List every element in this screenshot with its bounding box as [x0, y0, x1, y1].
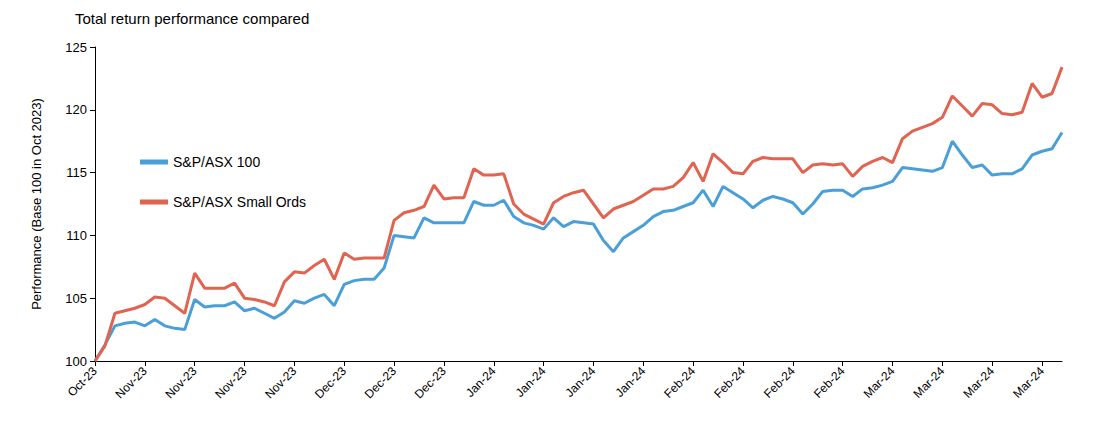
- svg-text:Feb-24: Feb-24: [761, 364, 798, 401]
- svg-text:115: 115: [66, 165, 87, 180]
- svg-text:100: 100: [65, 354, 87, 369]
- svg-text:Jan-24: Jan-24: [563, 364, 599, 400]
- svg-text:Feb-24: Feb-24: [811, 364, 848, 401]
- svg-text:Nov-23: Nov-23: [262, 364, 299, 401]
- svg-text:Oct-23: Oct-23: [65, 364, 101, 400]
- svg-text:Jan-24: Jan-24: [513, 364, 549, 400]
- svg-text:S&P/ASX Small Ords: S&P/ASX Small Ords: [173, 194, 306, 210]
- svg-text:Total return performance compa: Total return performance compared: [75, 10, 309, 27]
- svg-text:Jan-24: Jan-24: [612, 364, 648, 400]
- svg-text:Nov-23: Nov-23: [162, 364, 199, 401]
- svg-text:Mar-24: Mar-24: [861, 364, 898, 401]
- svg-text:120: 120: [65, 102, 87, 117]
- svg-text:Dec-23: Dec-23: [312, 364, 349, 401]
- svg-text:Nov-23: Nov-23: [212, 364, 249, 401]
- svg-text:S&P/ASX 100: S&P/ASX 100: [173, 154, 260, 170]
- svg-text:Mar-24: Mar-24: [1010, 364, 1047, 401]
- svg-text:Dec-23: Dec-23: [412, 364, 449, 401]
- svg-text:Dec-23: Dec-23: [362, 364, 399, 401]
- svg-text:Mar-24: Mar-24: [911, 364, 948, 401]
- svg-text:Jan-24: Jan-24: [463, 364, 499, 400]
- svg-text:Feb-24: Feb-24: [661, 364, 698, 401]
- svg-text:105: 105: [65, 291, 87, 306]
- svg-text:125: 125: [65, 40, 87, 55]
- svg-text:Nov-23: Nov-23: [113, 364, 150, 401]
- svg-text:Feb-24: Feb-24: [711, 364, 748, 401]
- svg-text:Performance (Base 100 in Oct 2: Performance (Base 100 in Oct 2023): [29, 98, 44, 310]
- svg-text:110: 110: [66, 228, 87, 243]
- svg-text:Mar-24: Mar-24: [960, 364, 997, 401]
